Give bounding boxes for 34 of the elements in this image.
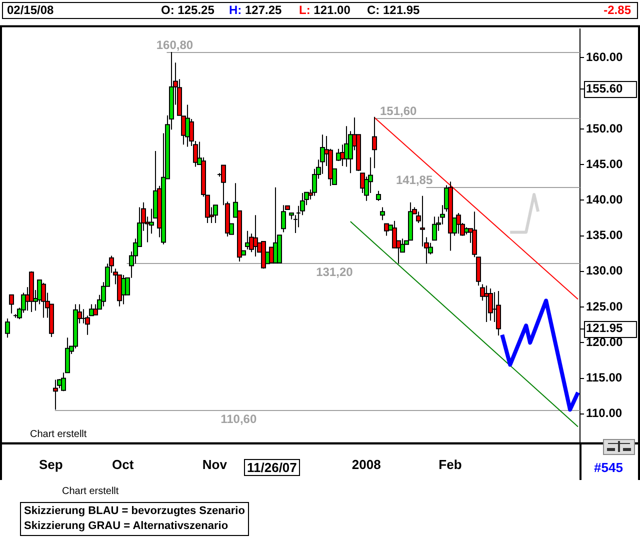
text: -2.85 (604, 3, 631, 17)
y-tick-label: 115.00 (586, 370, 622, 385)
text: 02/15/08 (7, 3, 54, 17)
x-tick-label: Sep (39, 456, 63, 472)
ref-line-label: 131,20 (316, 264, 354, 279)
y-tick-label: 140.00 (586, 192, 624, 206)
text: 11/26/07 (244, 459, 300, 476)
x-tick-label: 2008 (352, 456, 381, 472)
text: O: 125.25 (161, 3, 214, 17)
ref-line-label: 141,85 (396, 172, 433, 187)
annotation: Chart erstellt (30, 429, 87, 440)
text: C: 121.95 (367, 3, 420, 17)
ref-line-label: 160,80 (156, 38, 194, 52)
text: #545 (594, 460, 623, 475)
ref-line-label: 110,60 (220, 412, 257, 426)
y-tick-label: 145.00 (586, 156, 624, 171)
x-tick-label: Nov (202, 456, 228, 472)
x-tick-label: Feb (438, 456, 462, 472)
x-tick-label: Oct (112, 456, 134, 472)
y-tick-label: 110.00 (586, 406, 622, 420)
text: Skizzierung GRAU = Alternativszenario (24, 519, 230, 534)
y-tick-label: 121.95 (586, 321, 624, 336)
text: Skizzierung BLAU = bevorzugtes Szenario (24, 504, 245, 519)
text: Chart erstellt (62, 486, 119, 497)
text: H: 127.25 (229, 3, 282, 17)
text: L: 121.00 (299, 3, 350, 17)
y-tick-label: 120.00 (586, 334, 624, 349)
y-tick-label: 130.00 (586, 264, 624, 278)
y-tick-label: 150.00 (586, 121, 624, 136)
y-tick-label: 125.00 (586, 299, 624, 314)
y-tick-label: 135.00 (586, 228, 624, 242)
y-tick-label: 160.00 (586, 50, 624, 64)
ref-line-label: 151,60 (380, 104, 417, 118)
y-tick-label: 155.60 (586, 81, 624, 96)
